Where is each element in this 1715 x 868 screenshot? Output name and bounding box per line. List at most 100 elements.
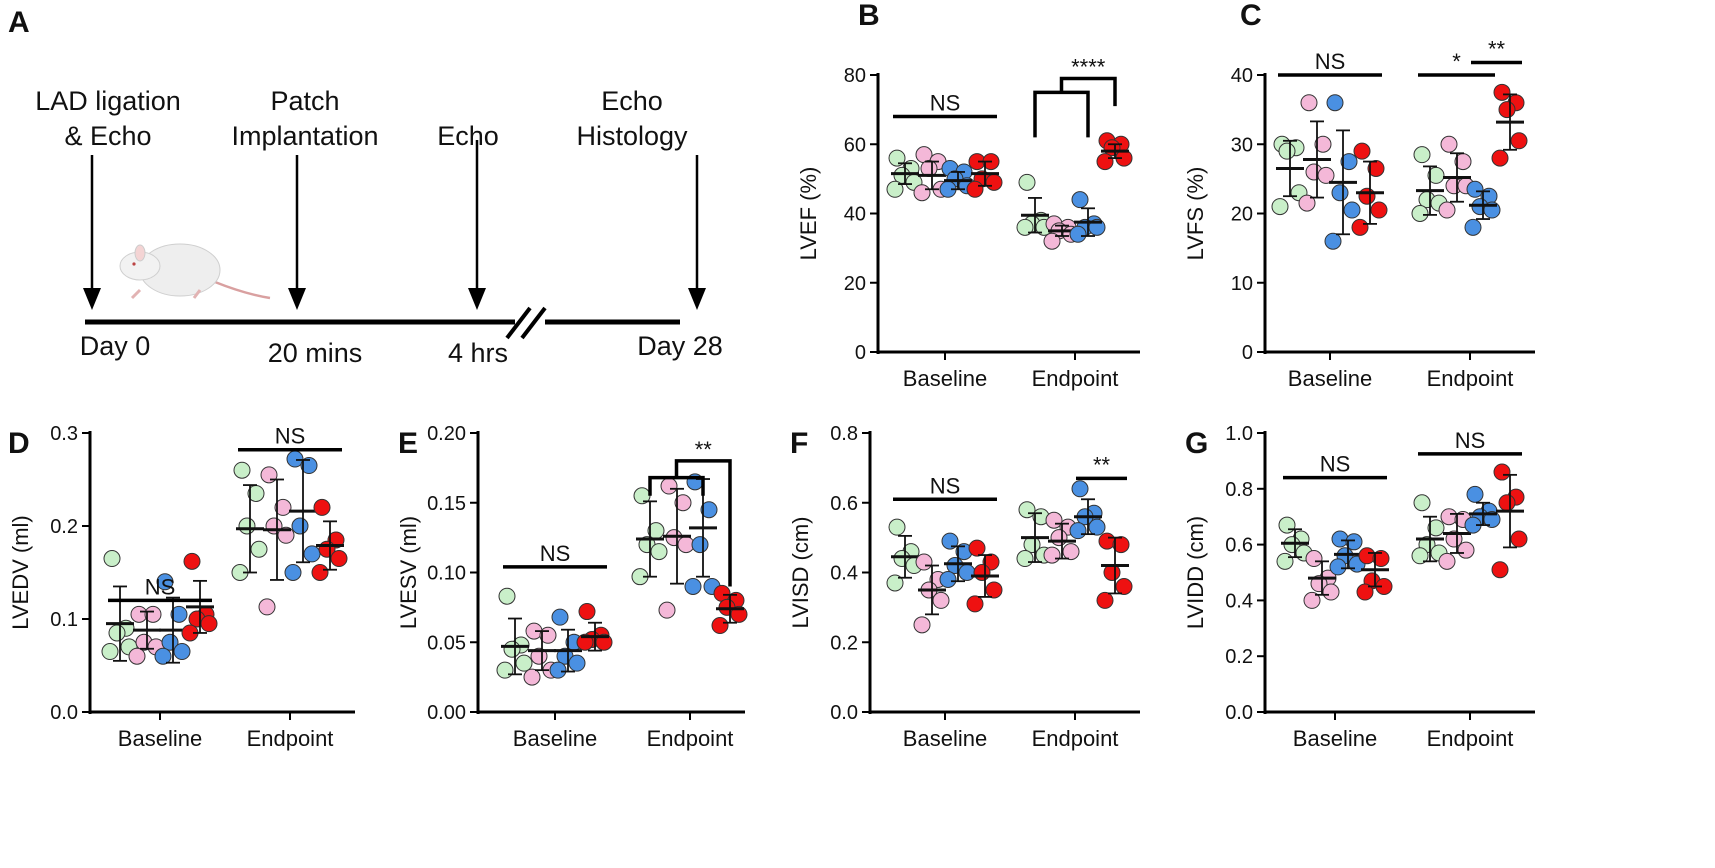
time-label: Day 28 bbox=[637, 331, 723, 361]
event-label: Echo bbox=[601, 86, 663, 116]
y-tick-label: 0.15 bbox=[427, 493, 466, 515]
data-point-red bbox=[1510, 530, 1528, 548]
data-point-red bbox=[985, 173, 1003, 191]
data-point-green bbox=[1016, 218, 1034, 236]
data-point-red bbox=[330, 550, 348, 568]
x-tick-label: Baseline bbox=[118, 726, 202, 751]
y-tick-label: 40 bbox=[1231, 65, 1253, 87]
y-axis-label: LVEF (%) bbox=[796, 167, 821, 261]
data-point-pink bbox=[1322, 583, 1340, 601]
panel-f: F 0.0 0.2 0.4 0.6 0.8 Baseline Endpoint LVISD (c… bbox=[788, 423, 1140, 751]
y-tick-label: 0.0 bbox=[1225, 702, 1253, 724]
event-label: LAD ligation bbox=[35, 86, 181, 116]
significance-label: **** bbox=[1071, 54, 1106, 79]
significance-label: NS bbox=[1320, 452, 1351, 477]
data-point-pink bbox=[258, 598, 276, 616]
x-tick-label: Baseline bbox=[1288, 366, 1372, 391]
data-point-blue bbox=[291, 517, 309, 535]
data-point-red bbox=[973, 564, 991, 581]
x-tick-label: Baseline bbox=[903, 726, 987, 751]
y-tick-label: 0.6 bbox=[1225, 535, 1253, 557]
data-point-blue bbox=[684, 577, 702, 595]
data-point-green bbox=[886, 574, 904, 592]
arrow-down-icon bbox=[288, 288, 306, 310]
data-point-red bbox=[985, 581, 1003, 599]
data-point-pink bbox=[128, 647, 146, 665]
data-point-green bbox=[1018, 173, 1036, 191]
y-tick-label: 0.8 bbox=[1225, 479, 1253, 501]
x-tick-label: Endpoint bbox=[1427, 726, 1514, 751]
data-point-red bbox=[1351, 218, 1369, 236]
time-label: 4 hrs bbox=[448, 338, 508, 368]
y-tick-label: 0.10 bbox=[427, 563, 466, 585]
event-label: Implantation bbox=[231, 121, 378, 151]
time-label: 20 mins bbox=[268, 338, 363, 368]
y-tick-label: 0 bbox=[855, 342, 866, 364]
data-point-red bbox=[313, 498, 331, 516]
data-point-pink bbox=[260, 466, 278, 484]
data-point-green bbox=[1427, 166, 1445, 184]
panel-a-timeline: A LAD ligation & Echo Day 0 Patch Implantati… bbox=[8, 6, 723, 368]
data-point-red bbox=[966, 595, 984, 613]
data-point-pink bbox=[1298, 194, 1316, 212]
significance-label: NS bbox=[540, 541, 571, 566]
panel-b: B 0 20 40 60 80 Baseline Endpoint LVEF (%) NS **** bbox=[796, 0, 1140, 391]
data-point-pink bbox=[913, 616, 931, 634]
arrow-down-icon bbox=[688, 288, 706, 310]
x-tick-label: Endpoint bbox=[247, 726, 334, 751]
data-point-red bbox=[311, 564, 329, 581]
data-point-pink bbox=[1438, 552, 1456, 570]
data-point-green bbox=[1413, 494, 1431, 512]
y-tick-label: 0.8 bbox=[830, 423, 858, 445]
data-point-red bbox=[1493, 463, 1511, 481]
data-point-red bbox=[1358, 547, 1376, 565]
data-point-pink bbox=[1043, 232, 1061, 250]
y-tick-label: 0.00 bbox=[427, 702, 466, 724]
y-axis-label: LVIDD (cm) bbox=[1183, 516, 1208, 629]
data-point-green bbox=[1427, 519, 1445, 537]
event-label: Echo bbox=[437, 121, 499, 151]
x-tick-label: Baseline bbox=[513, 726, 597, 751]
data-point-pink bbox=[274, 498, 292, 516]
panel-letter: C bbox=[1240, 0, 1262, 32]
data-point-pink bbox=[913, 184, 931, 202]
data-point-pink bbox=[1050, 529, 1068, 547]
data-point-blue bbox=[1331, 184, 1349, 202]
data-point-blue bbox=[161, 633, 179, 651]
y-tick-label: 0.05 bbox=[427, 632, 466, 654]
timeline-event: LAD ligation & Echo Day 0 bbox=[35, 86, 181, 361]
data-point-pink bbox=[1310, 575, 1328, 593]
y-tick-label: 0.0 bbox=[50, 702, 78, 724]
data-point-blue bbox=[551, 608, 569, 626]
timeline-event: Patch Implantation 20 mins bbox=[231, 86, 378, 368]
significance-label: ** bbox=[1093, 452, 1111, 477]
data-point-green bbox=[496, 661, 514, 679]
data-point-blue bbox=[1069, 225, 1087, 243]
data-point-red bbox=[1112, 536, 1130, 554]
timeline-event: Echo Histology Day 28 bbox=[576, 86, 722, 361]
data-point-blue bbox=[958, 564, 976, 581]
y-tick-label: 40 bbox=[844, 204, 866, 226]
data-point-green bbox=[233, 461, 251, 479]
data-point-blue bbox=[1329, 558, 1347, 576]
data-point-green bbox=[1271, 198, 1289, 216]
data-point-blue bbox=[941, 532, 959, 550]
data-point-red bbox=[1358, 187, 1376, 205]
data-point-blue bbox=[1326, 94, 1344, 112]
y-tick-label: 20 bbox=[844, 273, 866, 295]
data-point-pink bbox=[1445, 530, 1463, 548]
data-point-green bbox=[108, 624, 126, 642]
data-point-blue bbox=[1088, 518, 1106, 536]
data-point-pink bbox=[674, 494, 692, 512]
data-point-blue bbox=[1464, 218, 1482, 236]
timeline-event: Echo 4 hrs bbox=[437, 121, 508, 368]
y-axis-label: LVESV (ml) bbox=[396, 516, 421, 629]
data-point-red bbox=[1498, 494, 1516, 512]
data-point-green bbox=[250, 540, 268, 558]
data-point-red bbox=[595, 633, 613, 651]
data-point-green bbox=[1278, 516, 1296, 534]
data-point-red bbox=[576, 633, 594, 651]
significance-bracket bbox=[1059, 76, 1117, 107]
significance-label: ** bbox=[1488, 37, 1506, 62]
